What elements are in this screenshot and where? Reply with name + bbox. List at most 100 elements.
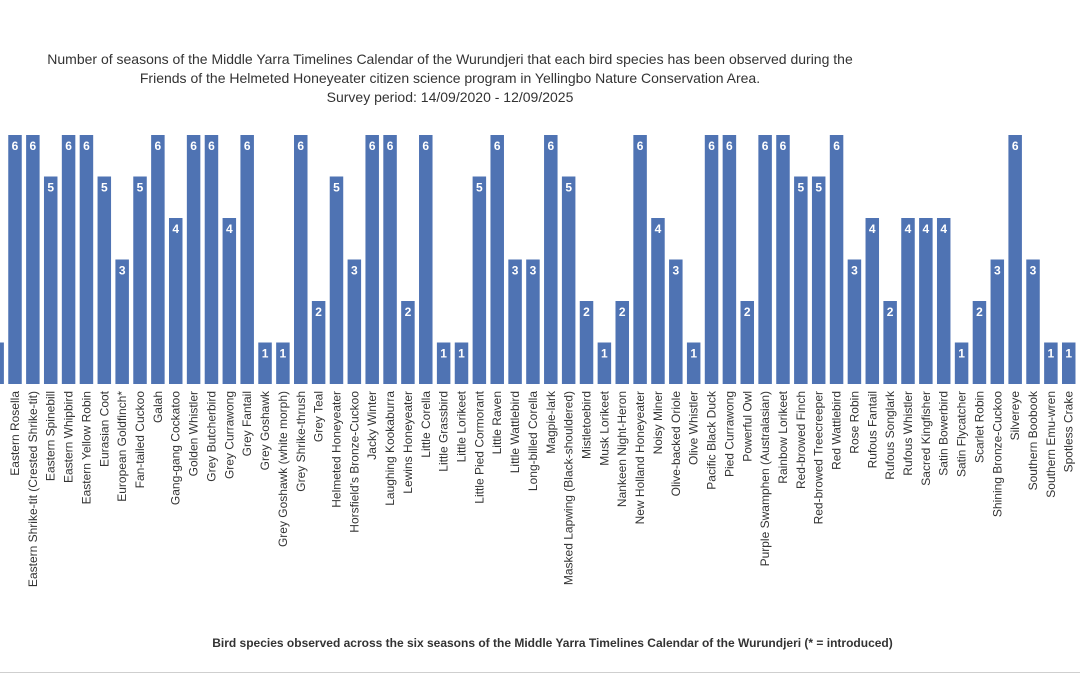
bar xyxy=(829,135,844,384)
data-label: 5 xyxy=(333,181,340,195)
bar xyxy=(936,218,951,384)
data-label: 6 xyxy=(494,139,501,153)
bar xyxy=(97,176,112,384)
category-label: Sacred Kingfisher xyxy=(919,391,933,486)
data-label: 6 xyxy=(422,139,429,153)
data-label: 4 xyxy=(940,222,947,236)
bar xyxy=(8,135,22,384)
bars-layer xyxy=(0,135,1076,384)
bar xyxy=(61,135,76,384)
bar xyxy=(972,301,987,384)
data-label: 1 xyxy=(280,347,287,361)
x-axis-title: Bird species observed across the six sea… xyxy=(212,636,893,650)
category-label: Little Lorikeet xyxy=(455,390,469,462)
category-label: Horsfield's Bronze-Cuckoo xyxy=(347,391,361,533)
bar xyxy=(1008,135,1022,384)
data-label: 6 xyxy=(155,139,162,153)
category-label: Mistletoebird xyxy=(580,391,594,459)
data-label: 4 xyxy=(923,222,930,236)
data-label: 1 xyxy=(601,347,608,361)
data-label: 1 xyxy=(1065,347,1072,361)
category-label: Galah xyxy=(151,391,165,423)
data-label: 6 xyxy=(637,139,644,153)
data-label: 5 xyxy=(815,181,822,195)
category-label: Olive Whistler xyxy=(687,391,701,465)
data-label: 6 xyxy=(83,139,90,153)
category-label: European Goldfinch* xyxy=(115,391,129,502)
bar xyxy=(490,135,504,384)
bar xyxy=(811,176,826,384)
bar xyxy=(383,135,397,384)
data-label: 6 xyxy=(780,139,787,153)
bar xyxy=(615,301,629,384)
bar xyxy=(561,176,576,384)
category-label: Purple Swamphen (Australasian) xyxy=(758,391,772,566)
chart-title-line-1: Number of seasons of the Middle Yarra Ti… xyxy=(47,51,853,67)
category-label: Silvereye xyxy=(1008,391,1022,441)
bar xyxy=(954,342,969,384)
bar xyxy=(669,259,683,384)
bar xyxy=(633,135,647,384)
category-label: Nankeen Night-Heron xyxy=(615,391,629,507)
bar xyxy=(740,301,755,384)
category-label: Rainbow Lorikeet xyxy=(776,390,790,483)
data-label: 6 xyxy=(762,139,769,153)
category-label: Red-browed Treecreeper xyxy=(812,391,826,524)
bar xyxy=(847,259,862,384)
data-label: 3 xyxy=(530,264,537,278)
bar xyxy=(1044,342,1058,384)
bar xyxy=(347,259,362,384)
chart-title-line-2: Friends of the Helmeted Honeyeater citiz… xyxy=(139,70,761,86)
category-label: Little Wattlebird xyxy=(508,391,522,473)
category-label: Pied Currawong xyxy=(722,391,736,477)
category-label: Eastern Rosella xyxy=(8,391,22,476)
data-label: 6 xyxy=(387,139,394,153)
category-label: Southern Boobook xyxy=(1026,390,1040,490)
data-label: 5 xyxy=(565,181,572,195)
category-label: Fan-tailed Cuckoo xyxy=(133,391,147,489)
bar xyxy=(597,342,612,384)
category-label: Rufous Songlark xyxy=(883,390,897,480)
bar xyxy=(794,176,808,384)
bar xyxy=(401,301,415,384)
bar xyxy=(651,218,665,384)
bar xyxy=(79,135,94,384)
bar xyxy=(686,342,701,384)
chart-title-line-3: Survey period: 14/09/2020 - 12/09/2025 xyxy=(326,89,574,105)
bar xyxy=(526,259,540,384)
data-label: 6 xyxy=(244,139,251,153)
category-label: Spotless Crake xyxy=(1062,391,1076,473)
data-label: 5 xyxy=(797,181,804,195)
bar xyxy=(133,176,147,384)
category-label: Grey Goshawk xyxy=(258,390,272,470)
data-label: 3 xyxy=(851,264,858,278)
bar xyxy=(776,135,790,384)
category-label: Red-browed Finch xyxy=(794,391,808,489)
bar xyxy=(168,218,183,384)
category-label: Little Grassbird xyxy=(437,391,451,472)
category-label: Grey Butcherbird xyxy=(204,391,218,482)
category-label: Grey Shrike-thrush xyxy=(294,391,308,492)
category-label: Gang-gang Cockatoo xyxy=(169,391,183,505)
category-label: Satin Flycatcher xyxy=(955,391,969,477)
category-label: Eurasian Coot xyxy=(97,390,111,467)
bar xyxy=(865,218,880,384)
bar xyxy=(311,301,326,384)
bar xyxy=(222,218,237,384)
category-label: Eastern Spinebill xyxy=(44,391,58,481)
data-label: 3 xyxy=(1030,264,1037,278)
data-label: 6 xyxy=(12,139,19,153)
bar xyxy=(258,342,272,384)
category-label: Eastern Yellow Robin xyxy=(79,391,93,504)
data-label: 6 xyxy=(297,139,304,153)
data-label: 5 xyxy=(137,181,144,195)
data-label: 3 xyxy=(351,264,358,278)
category-labels-layer: Eastern Rosella Eastern Shrike-tit (Crest… xyxy=(8,390,1076,587)
data-label: 1 xyxy=(262,347,269,361)
bar xyxy=(758,135,772,384)
data-label: 1 xyxy=(1048,347,1055,361)
category-label: Grey Fantail xyxy=(240,391,254,456)
data-label: 6 xyxy=(30,139,37,153)
category-label: Little Pied Cormorant xyxy=(472,390,486,503)
data-label: 3 xyxy=(994,264,1001,278)
